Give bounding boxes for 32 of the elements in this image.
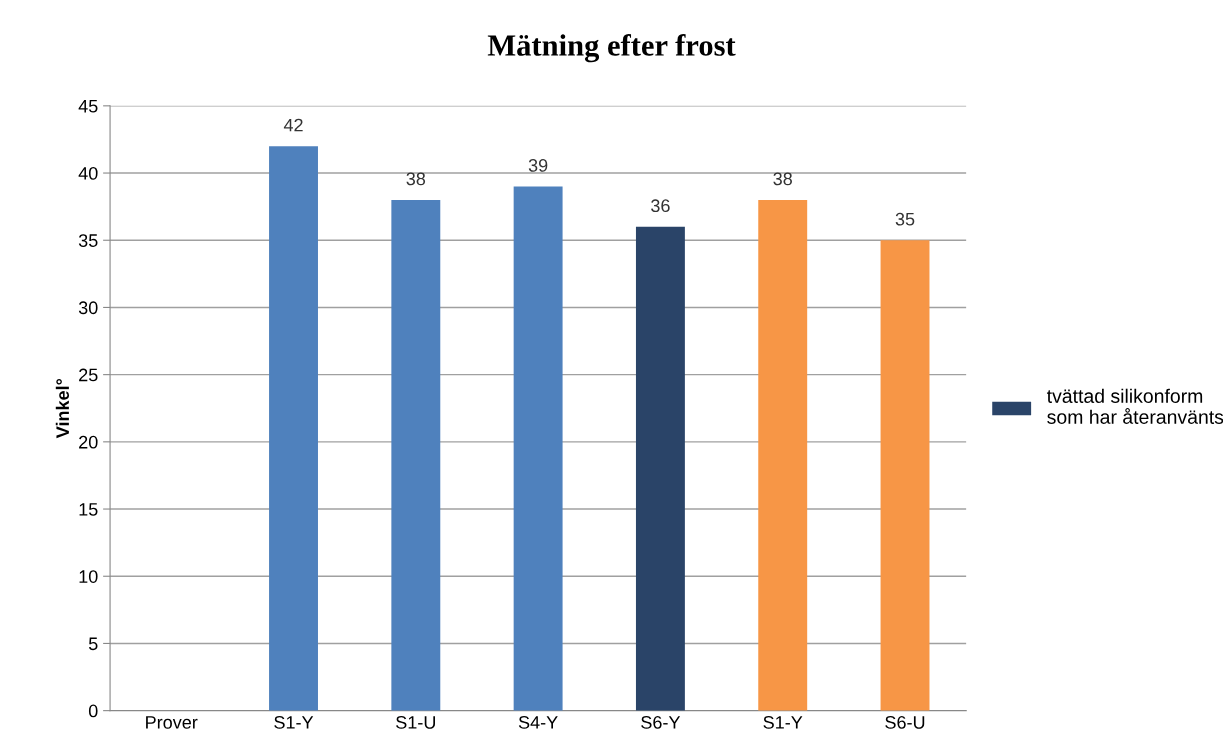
y-tick-label: 0 <box>88 704 98 718</box>
x-tick-label: Prover <box>146 716 198 729</box>
x-tick-label: S6-U <box>885 715 925 729</box>
data-label: 38 <box>406 172 426 186</box>
bar <box>513 186 563 711</box>
y-tick-label: 35 <box>78 234 98 247</box>
y-tick-label: 30 <box>78 301 98 315</box>
bar <box>269 146 318 711</box>
x-tick-label: S1-Y <box>274 715 314 729</box>
y-tick-label: 10 <box>79 570 98 583</box>
x-tick-label: S1-Y <box>763 715 803 729</box>
data-label: 38 <box>773 172 792 186</box>
y-tick-label: 25 <box>79 368 98 382</box>
data-label: 35 <box>895 212 915 226</box>
y-tick-label: 20 <box>79 435 98 449</box>
data-label: 36 <box>651 199 670 213</box>
bar <box>880 240 930 711</box>
data-label: 39 <box>528 159 548 172</box>
y-tick-label: 45 <box>78 99 98 113</box>
y-axis-title: Vinkel° <box>55 378 70 439</box>
x-tick-label: S4-Y <box>518 715 558 729</box>
bar <box>391 199 441 711</box>
legend-label: tvättad silikonform som har återanvänts <box>1046 388 1223 424</box>
x-tick-label: S1-U <box>396 715 435 729</box>
chart-title: Mätning efter frost <box>487 34 736 63</box>
bar <box>758 199 808 711</box>
y-tick-label: 15 <box>79 503 98 516</box>
x-tick-label: S6-Y <box>641 715 681 729</box>
data-label: 42 <box>283 118 303 132</box>
y-tick-label: 40 <box>78 166 98 180</box>
bar <box>635 226 685 711</box>
y-tick-label: 5 <box>88 637 98 651</box>
